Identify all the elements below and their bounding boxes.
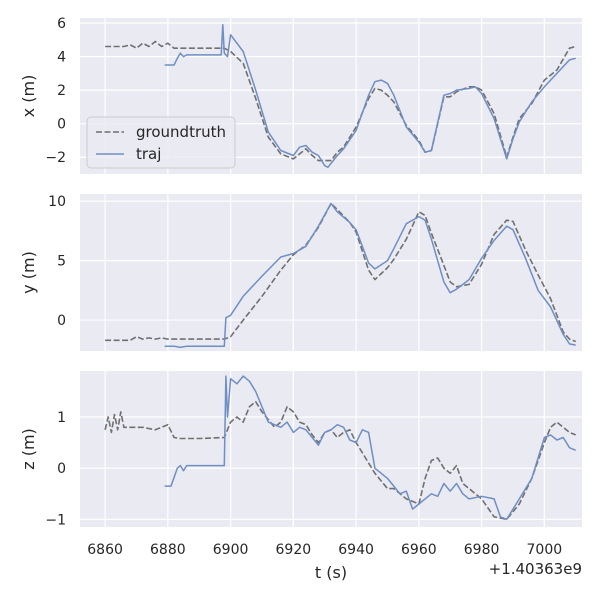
subplot-2: 0 5 10 y (m) (19, 194, 582, 351)
legend-label-traj: traj (136, 145, 161, 163)
x-axis-label: t (s) (315, 563, 347, 582)
y-tick-label: 10 (48, 194, 66, 210)
y-tick-label: 4 (57, 50, 66, 66)
legend: groundtruth traj (86, 116, 236, 169)
legend-label-groundtruth: groundtruth (136, 123, 226, 141)
y-tick-label: 6 (57, 16, 66, 32)
x-tick-label: 6980 (464, 542, 500, 558)
x-tick-label: 6880 (150, 542, 186, 558)
y-axis-label: z (m) (19, 428, 38, 470)
y-tick-label: 0 (57, 117, 66, 133)
subplots: −2 0 2 4 6 x (m) groundtruth traj 0 5 10 y (m) −1 0 1 z… (19, 16, 582, 528)
x-tick-label: 6860 (87, 542, 123, 558)
x-tick-label: 7000 (527, 542, 563, 558)
y-tick-label: 5 (57, 254, 66, 270)
x-axis: 6860 6880 6900 6920 6940 6960 6980 7000 (87, 542, 562, 558)
legend-box (86, 116, 236, 169)
series-groundtruth (105, 202, 576, 343)
subplot-3: −1 0 1 z (m) (19, 371, 582, 528)
y-tick-label: 0 (57, 313, 66, 329)
y-axis-label: y (m) (19, 251, 38, 294)
x-tick-label: 6920 (276, 542, 312, 558)
y-tick-label: 1 (57, 410, 66, 426)
x-offset-label: +1.40363e9 (489, 560, 582, 578)
series-traj (164, 375, 576, 521)
x-tick-label: 6940 (338, 542, 374, 558)
series-traj (164, 202, 576, 349)
y-tick-label: −1 (45, 512, 66, 528)
y-axis-label: x (m) (19, 75, 38, 118)
y-tick-label: 0 (57, 461, 66, 477)
series-traj (164, 23, 576, 169)
x-tick-label: 6900 (213, 542, 249, 558)
y-tick-label: 2 (57, 83, 66, 99)
plot-area (80, 371, 582, 527)
x-tick-label: 6960 (401, 542, 437, 558)
plot-area (80, 194, 582, 351)
series-groundtruth (105, 40, 576, 162)
subplot-1: −2 0 2 4 6 x (m) groundtruth traj (19, 16, 582, 174)
y-tick-label: −2 (45, 150, 66, 166)
